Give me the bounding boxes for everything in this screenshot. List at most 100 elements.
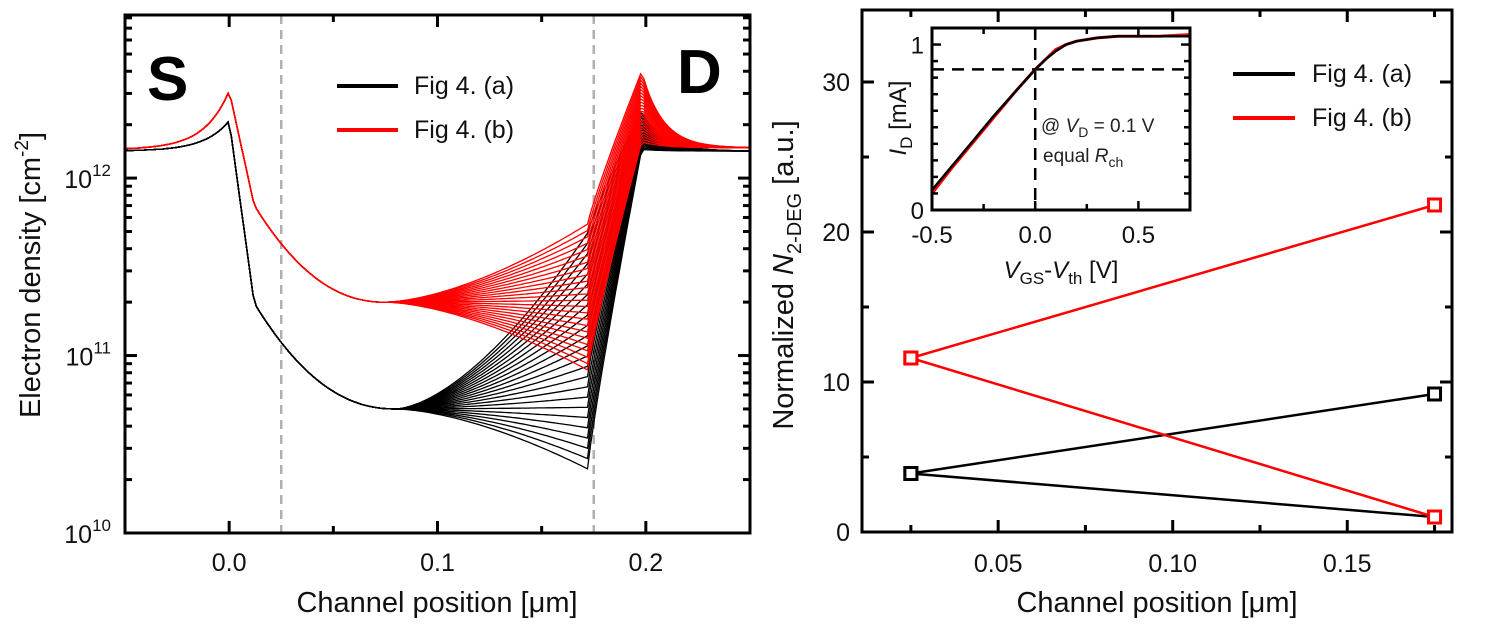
right-series-group <box>903 197 1443 525</box>
right-series-line <box>903 386 1443 481</box>
density-curve <box>124 117 751 410</box>
density-curve <box>124 113 751 410</box>
data-marker <box>1427 509 1443 525</box>
inset-plot-frame <box>930 26 1192 212</box>
drain-label: D <box>677 38 722 107</box>
series-line <box>910 392 1435 475</box>
right-y-tick-labels: 0 10 20 30 <box>822 69 850 547</box>
series-line <box>910 356 1435 519</box>
left-ticks <box>123 15 752 535</box>
right-y-tick-label: 10 <box>822 369 850 397</box>
density-curve <box>124 120 750 410</box>
inset-note-var2: R <box>1095 146 1109 167</box>
density-curve <box>124 72 751 303</box>
density-curve <box>124 120 750 410</box>
density-curve <box>124 120 750 410</box>
right-legend-label-b: Fig 4. (b) <box>1312 104 1412 132</box>
left-y-axis-title: Electron density [cm-2] <box>12 132 47 418</box>
inset-y-tick-label: 1 <box>911 33 924 60</box>
right-y-tick-label: 30 <box>822 69 850 97</box>
data-marker <box>903 466 919 481</box>
tick-exponent: 10 <box>92 516 111 535</box>
inset-x-tick-label: 0.5 <box>1122 222 1155 249</box>
inset-x-tick-label: 0.0 <box>1019 222 1052 249</box>
data-marker <box>1427 386 1443 402</box>
right-y-axis-title-prefix: Normalized <box>768 275 800 430</box>
density-curve <box>124 120 750 429</box>
inset-note-line1: @ VD = 0.1 V <box>1041 116 1155 140</box>
inset-curve-a <box>931 35 1190 191</box>
left-y-tick-label: 1011 <box>66 339 111 372</box>
left-y-axis-title-close: ] <box>15 132 47 140</box>
left-y-axis-title-exp: -2 <box>12 140 33 157</box>
right-y-axis-title-sub: 2-DEG <box>784 193 806 254</box>
right-legend-label-a: Fig 4. (a) <box>1312 60 1412 88</box>
left-y-axis-title-text: Electron density [cm <box>15 157 47 418</box>
density-curve <box>124 78 751 303</box>
tick-base: 10 <box>64 521 92 549</box>
left-legend-label-b: Fig 4. (b) <box>414 116 514 144</box>
density-curve <box>124 120 750 410</box>
inset-x-title-dash: - <box>1044 257 1052 284</box>
inset-y-title-unit: [mA] <box>885 81 912 137</box>
series-line <box>910 203 1435 360</box>
density-curve <box>124 111 750 410</box>
inset-y-tick-labels: 01 <box>911 33 924 225</box>
right-y-axis-title-var: N <box>768 254 800 275</box>
inset-note-equal: equal <box>1043 146 1095 167</box>
left-y-tick-label: 1012 <box>64 161 111 194</box>
inset-note-var: V <box>1066 116 1081 137</box>
inset-note-eq: = 0.1 V <box>1088 116 1154 137</box>
left-y-tick-label: 1010 <box>64 516 111 549</box>
density-curve <box>124 120 750 410</box>
inset-id-vgs-plot: -0.5 0.0 0.5 01 VGS-Vth [V] ID [mA] @ VD =… <box>885 26 1192 288</box>
tick-base: 10 <box>66 344 94 372</box>
inset-note-line2: equal Rch <box>1043 146 1123 170</box>
tick-exponent: 11 <box>93 339 111 358</box>
density-curve <box>124 120 751 410</box>
right-x-tick-label: 0.05 <box>974 550 1023 578</box>
right-legend: Fig 4. (a) Fig 4. (b) <box>1233 60 1412 132</box>
density-curve <box>124 120 750 439</box>
density-curve <box>124 120 750 410</box>
inset-y-title-sub: D <box>897 137 916 149</box>
inset-x-title-unit: [V] <box>1082 257 1118 284</box>
inset-y-title-var: I <box>885 148 912 155</box>
right-x-tick-label: 0.15 <box>1323 550 1372 578</box>
data-marker <box>1427 197 1443 213</box>
left-legend-label-a: Fig 4. (a) <box>414 72 514 100</box>
data-marker <box>903 350 919 366</box>
right-x-tick-labels: 0.05 0.10 0.15 <box>974 550 1372 578</box>
left-x-axis-title: Channel position [μm] <box>296 587 577 619</box>
density-curve <box>124 120 750 410</box>
source-label: S <box>147 45 188 114</box>
density-curve <box>124 120 750 410</box>
left-series-group <box>124 72 751 470</box>
density-curve <box>124 119 750 410</box>
density-curve <box>124 120 750 410</box>
density-curve <box>124 120 750 410</box>
right-series-line <box>903 197 1443 366</box>
tick-base: 10 <box>64 166 92 194</box>
inset-x-tick-labels: -0.5 0.0 0.5 <box>911 222 1155 249</box>
inset-background <box>932 28 1190 210</box>
inset-y-tick-label: 0 <box>911 198 924 225</box>
inset-series-group <box>930 33 1191 195</box>
right-y-tick-label: 0 <box>836 519 850 547</box>
inset-x-title-v1: V <box>1004 257 1022 284</box>
inset-ticks <box>930 26 1192 212</box>
inset-x-title-v2: V <box>1052 257 1070 284</box>
inset-x-title-s2: th <box>1068 269 1082 288</box>
inset-note-sub: D <box>1078 124 1088 140</box>
inset-x-title-s1: GS <box>1020 269 1045 288</box>
left-x-tick-label: 0.2 <box>628 549 663 577</box>
left-legend: Fig 4. (a) Fig 4. (b) <box>337 72 514 144</box>
inset-x-axis-title: VGS-Vth [V] <box>1004 257 1119 288</box>
inset-x-tick-label: -0.5 <box>911 222 952 249</box>
left-series-a <box>124 111 751 470</box>
right-series-line <box>903 350 1443 525</box>
right-plot-frame <box>860 8 1454 534</box>
